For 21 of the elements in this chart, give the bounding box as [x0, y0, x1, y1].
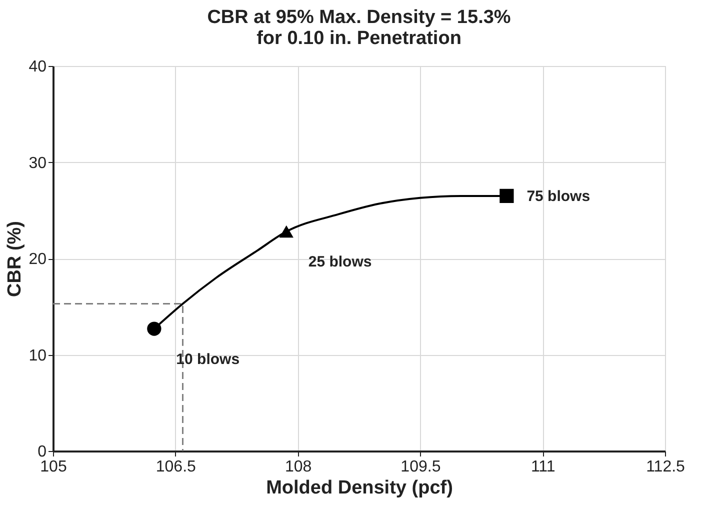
y-tick-label: 30	[28, 154, 47, 172]
point	[147, 322, 162, 336]
text: for 0.10 in. Penetration	[256, 28, 462, 49]
y-axis-title: CBR (%)	[4, 221, 26, 297]
x-tick-label: 112.5	[646, 458, 686, 476]
x-tick-label: 106.5	[156, 458, 196, 476]
annotation: 25 blows	[308, 254, 372, 271]
x-tick-label: 109.5	[400, 458, 441, 476]
annotation: 75 blows	[526, 188, 590, 205]
text: CBR at 95% Max. Density = 15.3%	[207, 7, 511, 28]
x-axis-title: Molded Density (pcf)	[266, 478, 453, 498]
x-tick-label: 108	[284, 458, 312, 476]
y-tick-label: 20	[28, 251, 47, 268]
point	[500, 188, 514, 204]
x-tick-label: 105	[40, 458, 67, 476]
point	[279, 225, 294, 238]
x-tick-label: 111	[530, 458, 556, 476]
y-tick-label: 10	[28, 347, 47, 364]
y-tick-label: 0	[38, 444, 47, 460]
annotation: 10 blows	[176, 350, 240, 368]
y-tick-label: 40	[28, 58, 47, 76]
